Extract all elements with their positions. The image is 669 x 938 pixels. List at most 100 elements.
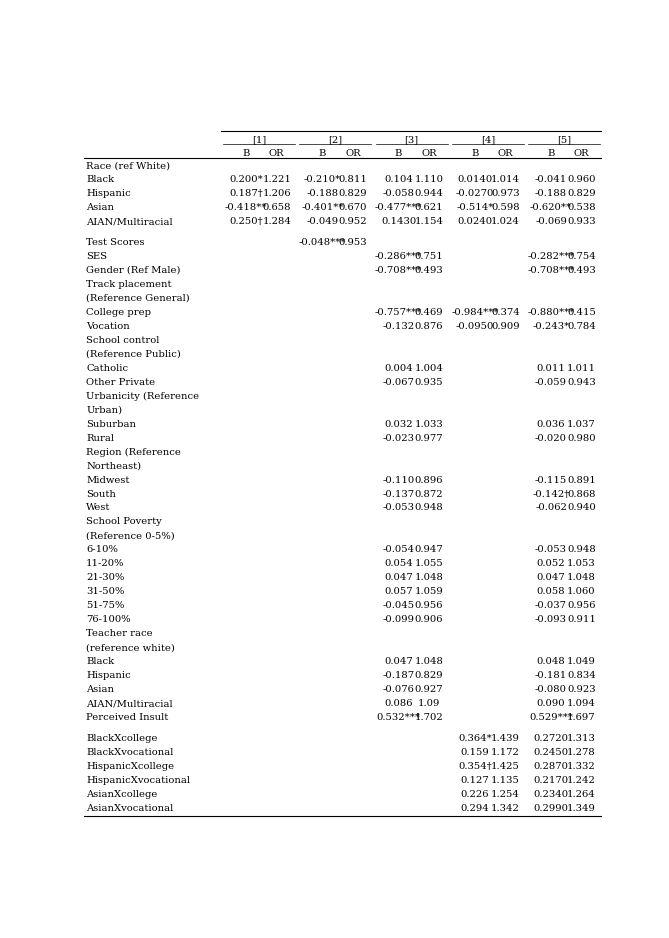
Text: 1.313: 1.313	[567, 734, 596, 743]
Text: HispanicXcollege: HispanicXcollege	[86, 762, 175, 771]
Text: 0.086: 0.086	[385, 699, 413, 708]
Text: 0.058: 0.058	[537, 587, 565, 597]
Text: -0.076: -0.076	[383, 685, 415, 694]
Text: B: B	[547, 148, 555, 158]
Text: -0.062: -0.062	[535, 504, 567, 512]
Text: AIAN/Multiracial: AIAN/Multiracial	[86, 699, 173, 708]
Text: BlackXcollege: BlackXcollege	[86, 734, 158, 743]
Text: 1.154: 1.154	[415, 217, 444, 226]
Text: 0.2870: 0.2870	[534, 762, 569, 771]
Text: 0.829: 0.829	[415, 671, 444, 680]
Text: 11-20%: 11-20%	[86, 559, 124, 568]
Text: 0.621: 0.621	[415, 204, 444, 212]
Text: -0.0270: -0.0270	[456, 189, 494, 198]
Text: -0.620**: -0.620**	[530, 204, 572, 212]
Text: 0.834: 0.834	[567, 671, 596, 680]
Text: 0.896: 0.896	[415, 476, 444, 485]
Text: Vocation: Vocation	[86, 322, 130, 331]
Text: 0.944: 0.944	[415, 189, 444, 198]
Text: -0.708***: -0.708***	[375, 266, 422, 275]
Text: 0.0240: 0.0240	[457, 217, 492, 226]
Text: 0.909: 0.909	[491, 322, 520, 331]
Text: 0.057: 0.057	[384, 587, 413, 597]
Text: Black: Black	[86, 658, 114, 666]
Text: 0.947: 0.947	[415, 545, 444, 554]
Text: 1.011: 1.011	[567, 364, 596, 372]
Text: 1.206: 1.206	[262, 189, 291, 198]
Text: Midwest: Midwest	[86, 476, 130, 485]
Text: 0.036: 0.036	[537, 419, 565, 429]
Text: Hispanic: Hispanic	[86, 189, 131, 198]
Text: -0.286***: -0.286***	[375, 252, 422, 261]
Text: 1.221: 1.221	[262, 175, 291, 184]
Text: 0.047: 0.047	[384, 658, 413, 666]
Text: 0.872: 0.872	[415, 490, 444, 498]
Text: Suburban: Suburban	[86, 419, 136, 429]
Text: -0.053: -0.053	[383, 504, 415, 512]
Text: AsianXvocational: AsianXvocational	[86, 804, 173, 813]
Text: 0.493: 0.493	[415, 266, 444, 275]
Text: -0.757***: -0.757***	[375, 308, 422, 317]
Text: 0.829: 0.829	[339, 189, 367, 198]
Text: -0.110: -0.110	[383, 476, 415, 485]
Text: 0.948: 0.948	[567, 545, 596, 554]
Text: -0.053: -0.053	[535, 545, 567, 554]
Text: 0.811: 0.811	[339, 175, 367, 184]
Text: B: B	[395, 148, 402, 158]
Text: 0.187†: 0.187†	[229, 189, 263, 198]
Text: School Poverty: School Poverty	[86, 518, 162, 526]
Text: 1.278: 1.278	[567, 748, 596, 757]
Text: Northeast): Northeast)	[86, 461, 141, 471]
Text: 0.011: 0.011	[537, 364, 565, 372]
Text: -0.069: -0.069	[535, 217, 567, 226]
Text: Teacher race: Teacher race	[86, 629, 153, 638]
Text: 1.059: 1.059	[415, 587, 444, 597]
Text: 1.033: 1.033	[415, 419, 444, 429]
Text: 0.1430: 0.1430	[381, 217, 416, 226]
Text: 1.094: 1.094	[567, 699, 596, 708]
Text: 1.048: 1.048	[415, 573, 444, 582]
Text: 0.415: 0.415	[567, 308, 596, 317]
Text: B: B	[242, 148, 250, 158]
Text: College prep: College prep	[86, 308, 151, 317]
Text: Region (Reference: Region (Reference	[86, 447, 181, 457]
Text: -0.142†: -0.142†	[533, 490, 570, 498]
Text: [4]: [4]	[480, 135, 495, 144]
Text: 0.829: 0.829	[567, 189, 596, 198]
Text: 1.332: 1.332	[567, 762, 596, 771]
Text: Urban): Urban)	[86, 406, 122, 415]
Text: 0.469: 0.469	[415, 308, 444, 317]
Text: -0.514*: -0.514*	[456, 204, 494, 212]
Text: (Reference General): (Reference General)	[86, 294, 190, 303]
Text: 0.977: 0.977	[415, 433, 444, 443]
Text: -0.037: -0.037	[535, 601, 567, 611]
Text: B: B	[471, 148, 478, 158]
Text: 0.047: 0.047	[537, 573, 565, 582]
Text: 1.342: 1.342	[491, 804, 520, 813]
Text: OR: OR	[269, 148, 284, 158]
Text: 0.532***: 0.532***	[377, 713, 421, 722]
Text: 0.973: 0.973	[491, 189, 520, 198]
Text: -0.188: -0.188	[535, 189, 567, 198]
Text: 1.172: 1.172	[491, 748, 520, 757]
Text: -0.023: -0.023	[383, 433, 415, 443]
Text: 0.927: 0.927	[415, 685, 444, 694]
Text: 0.876: 0.876	[415, 322, 444, 331]
Text: 0.127: 0.127	[460, 776, 489, 785]
Text: -0.020: -0.020	[535, 433, 567, 443]
Text: [5]: [5]	[557, 135, 571, 144]
Text: -0.188: -0.188	[306, 189, 339, 198]
Text: -0.187: -0.187	[383, 671, 415, 680]
Text: Black: Black	[86, 175, 114, 184]
Text: 1.702: 1.702	[415, 713, 444, 722]
Text: 0.364*: 0.364*	[458, 734, 492, 743]
Text: -0.041: -0.041	[535, 175, 567, 184]
Text: 6-10%: 6-10%	[86, 545, 118, 554]
Text: Perceived Insult: Perceived Insult	[86, 713, 169, 722]
Text: 0.952: 0.952	[339, 217, 367, 226]
Text: 1.439: 1.439	[491, 734, 520, 743]
Text: Catholic: Catholic	[86, 364, 128, 372]
Text: OR: OR	[498, 148, 513, 158]
Text: 0.960: 0.960	[567, 175, 596, 184]
Text: West: West	[86, 504, 110, 512]
